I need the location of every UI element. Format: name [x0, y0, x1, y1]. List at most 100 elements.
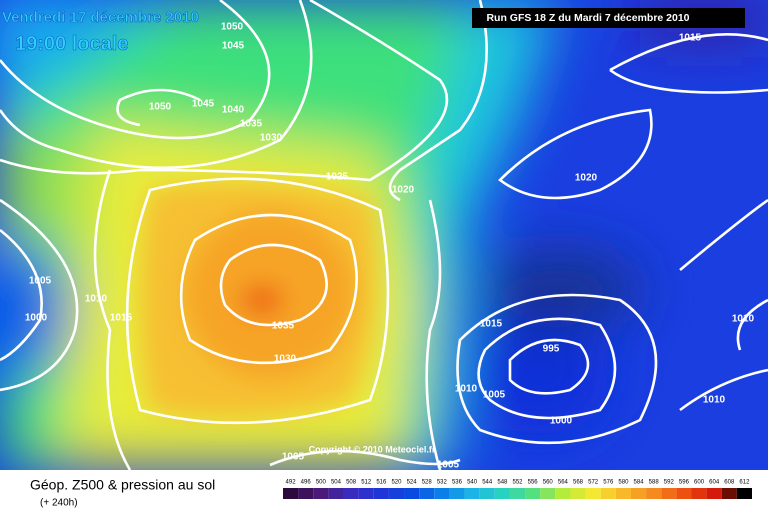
- scale-label: 572: [588, 480, 599, 486]
- isobar-label: 1010: [455, 384, 478, 395]
- scale-label: 556: [528, 480, 539, 486]
- scale-label: 568: [573, 480, 584, 486]
- field: [0, 0, 768, 470]
- scale-swatch: [676, 488, 692, 499]
- isobar-label: 1030: [260, 133, 283, 144]
- scale-swatch: [479, 488, 495, 499]
- isobar-label: 1025: [326, 172, 349, 183]
- copyright: Copyright © 2010 Meteociel.fr: [309, 444, 436, 454]
- isobar-label: 1050: [149, 102, 172, 113]
- scale-label: 592: [664, 480, 675, 486]
- scale-label: 540: [467, 480, 478, 486]
- isobar-label: 1040: [222, 105, 245, 116]
- scale-swatch: [600, 488, 616, 499]
- scale-swatch: [373, 488, 389, 499]
- isobar-label: 1035: [272, 321, 295, 332]
- footer-lead: (+ 240h): [40, 498, 78, 509]
- scale-swatch: [494, 488, 510, 499]
- scale-label: 552: [512, 480, 523, 486]
- scale-label: 528: [422, 480, 433, 486]
- scale-label: 524: [407, 480, 418, 486]
- isobar-label: 1000: [25, 313, 48, 324]
- footer-title: Géop. Z500 & pression au sol: [30, 477, 215, 493]
- scale-label: 604: [709, 480, 720, 486]
- scale-swatch: [540, 488, 556, 499]
- isobar-label: 1010: [85, 294, 108, 305]
- isobar-label: 1030: [274, 354, 297, 365]
- valid-date: Vendredi 17 décembre 2010: [2, 9, 199, 26]
- scale-swatch: [419, 488, 435, 499]
- scale-swatch: [570, 488, 586, 499]
- scale-swatch: [646, 488, 662, 499]
- isobar-label: 1015: [480, 319, 503, 330]
- scale-label: 548: [497, 480, 508, 486]
- scale-label: 584: [634, 480, 645, 486]
- scale-label: 504: [331, 480, 342, 486]
- scale-swatch: [630, 488, 647, 499]
- isobar-label: 1015: [679, 33, 702, 44]
- scale-swatch: [509, 488, 526, 499]
- scale-swatch: [283, 488, 299, 499]
- scale-swatch: [691, 488, 707, 499]
- scale-label: 512: [361, 480, 372, 486]
- scale-swatch: [585, 488, 601, 499]
- run-box: [472, 8, 745, 28]
- isobar-label: 1045: [222, 41, 245, 52]
- isobar-label: 1005: [29, 276, 52, 287]
- scale-swatch: [721, 488, 737, 499]
- isobar-label: 1005: [282, 452, 305, 463]
- scale-label: 564: [558, 480, 569, 486]
- scale-label: 560: [543, 480, 554, 486]
- scale-swatch: [298, 488, 314, 499]
- isobar-label: 1045: [192, 99, 215, 110]
- scale-label: 588: [649, 480, 660, 486]
- isobar-label: 995: [543, 344, 560, 355]
- isobar-label: 1005: [483, 390, 506, 401]
- scale-swatch: [343, 488, 359, 499]
- scale-swatch: [449, 488, 465, 499]
- scale-label: 500: [316, 480, 327, 486]
- scale-label: 612: [739, 480, 750, 486]
- scale-swatch: [661, 488, 677, 499]
- color-scale: 492 496 500 504 508 512 516 520 524 528 532 536 540 5…: [283, 480, 752, 499]
- scale-swatch: [736, 488, 752, 499]
- scale-swatch: [358, 488, 374, 499]
- scale-label: 600: [694, 480, 705, 486]
- scale-label: 608: [724, 480, 735, 486]
- scale-label: 536: [452, 480, 463, 486]
- run-info: Run GFS 18 Z du Mardi 7 décembre 2010: [486, 12, 689, 24]
- scale-swatch: [388, 488, 405, 499]
- scale-swatch: [328, 488, 344, 499]
- scale-label: 580: [618, 480, 629, 486]
- scale-swatch: [555, 488, 571, 499]
- isobar-label: 1020: [392, 185, 415, 196]
- scale-swatch: [313, 488, 329, 499]
- scale-label: 544: [482, 480, 493, 486]
- scale-label: 576: [603, 480, 614, 486]
- isobar-label: 1010: [732, 314, 755, 325]
- scale-swatch: [434, 488, 450, 499]
- scale-label: 492: [286, 480, 297, 486]
- scale-swatch: [525, 488, 541, 499]
- isobar-label: 1035: [240, 119, 263, 130]
- scale-swatch: [404, 488, 420, 499]
- isobar-label: 1015: [110, 313, 133, 324]
- scale-label: 520: [391, 480, 402, 486]
- scale-swatch: [706, 488, 722, 499]
- scale-label: 516: [376, 480, 387, 486]
- scale-swatch: [615, 488, 631, 499]
- scale-label: 508: [346, 480, 357, 486]
- isobar-label: 1050: [221, 22, 244, 33]
- scale-swatch: [464, 488, 480, 499]
- isobar-label: 1000: [550, 416, 573, 427]
- scale-label: 596: [679, 480, 690, 486]
- isobar-label: 1005: [437, 460, 460, 471]
- scale-label: 532: [437, 480, 448, 486]
- scale-label: 496: [301, 480, 312, 486]
- isobar-label: 1020: [575, 173, 598, 184]
- isobars: [0, 0, 768, 471]
- valid-time: 19:00 locale: [15, 33, 128, 55]
- isobar-label: 1010: [703, 395, 726, 406]
